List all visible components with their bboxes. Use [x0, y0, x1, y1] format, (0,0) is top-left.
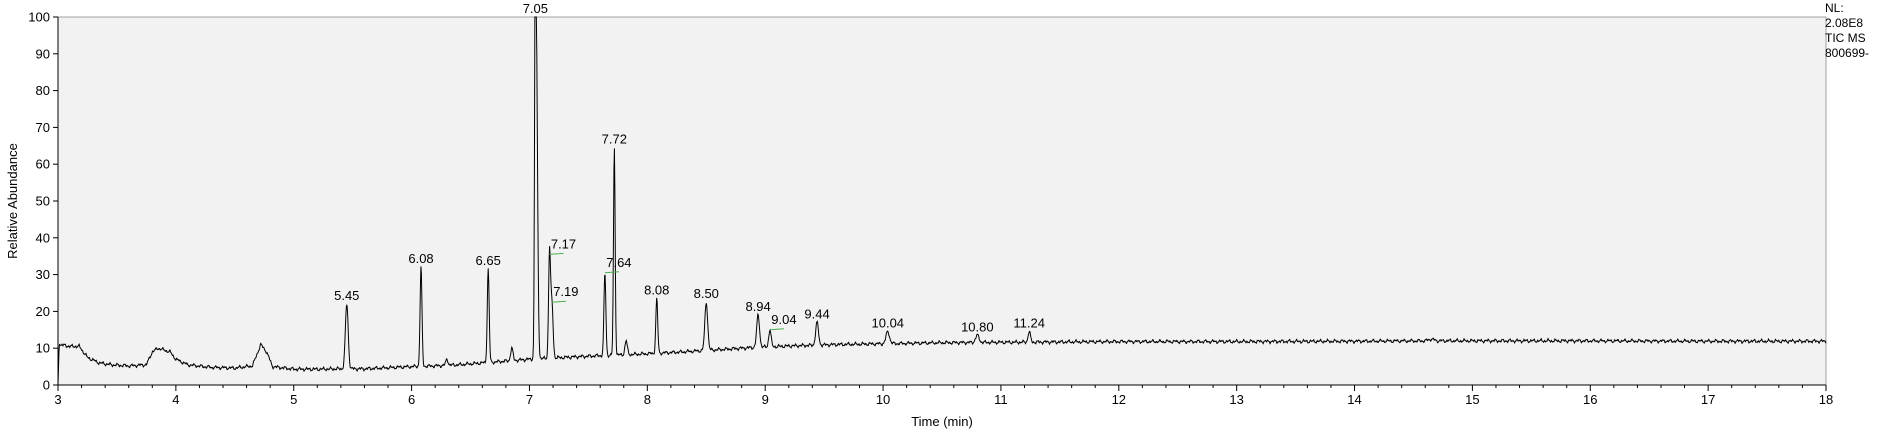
peak-label: 9.44 — [804, 306, 829, 321]
x-tick-label: 11 — [994, 392, 1008, 407]
peak-label: 7.05 — [523, 1, 548, 16]
y-tick-label: 30 — [36, 267, 50, 282]
peak-leader-line — [769, 328, 784, 331]
x-tick-label: 12 — [1112, 392, 1126, 407]
peak-label: 8.08 — [644, 283, 669, 298]
x-tick-label: 8 — [644, 392, 651, 407]
peak-label: 8.50 — [694, 286, 719, 301]
y-tick-label: 80 — [36, 83, 50, 98]
peak-label: 10.04 — [872, 316, 905, 331]
peak-label: 7.19 — [553, 284, 578, 299]
y-tick-label: 60 — [36, 157, 50, 172]
y-tick-label: 10 — [36, 341, 50, 356]
x-tick-label: 3 — [54, 392, 61, 407]
peak-leader-line — [551, 300, 566, 303]
x-tick-label: 14 — [1347, 392, 1361, 407]
y-tick-label: 100 — [28, 10, 50, 25]
x-tick-label: 16 — [1583, 392, 1597, 407]
peak-label: 10.80 — [961, 319, 994, 334]
x-tick-label: 6 — [408, 392, 415, 407]
y-axis: 0 10 20 30 40 50 60 70 80 90 100 — [28, 10, 59, 393]
y-tick-label: 50 — [36, 194, 50, 209]
y-tick-label: 0 — [43, 378, 50, 393]
x-tick-label: 17 — [1701, 392, 1715, 407]
y-tick-label: 20 — [36, 304, 50, 319]
y-tick-label: 40 — [36, 230, 50, 245]
info-line-file: 800699- — [1825, 46, 1869, 60]
y-tick-label: 90 — [36, 46, 50, 61]
tic-trace-line — [57, 16, 1827, 386]
x-tick-label: 15 — [1465, 392, 1479, 407]
x-axis-title: Time (min) — [911, 414, 973, 429]
x-tick-label: 7 — [526, 392, 533, 407]
y-axis-title: Relative Abundance — [5, 143, 20, 259]
x-tick-label: 5 — [290, 392, 297, 407]
peak-label: 8.94 — [745, 299, 770, 314]
peak-label: 11.24 — [1013, 316, 1045, 331]
x-tick-label: 4 — [172, 392, 179, 407]
info-line-nl: NL: — [1825, 1, 1844, 15]
info-line-filter: TIC MS — [1825, 31, 1866, 45]
peak-label: 6.08 — [408, 251, 433, 266]
peak-label: 7.72 — [602, 132, 627, 147]
x-tick-label: 9 — [762, 392, 769, 407]
x-tick-label: 18 — [1819, 392, 1833, 407]
peak-label: 7.17 — [551, 236, 576, 251]
x-axis: 3 4 5 6 7 8 9 10 11 12 13 14 15 16 17 18 — [54, 384, 1833, 407]
peak-label: 6.65 — [476, 253, 501, 268]
peak-labels: 5.45 6.08 6.65 7.05 7.17 7.19 7.64 7.72 8.08 8.50… — [334, 1, 1045, 334]
peak-label: 5.45 — [334, 288, 359, 303]
peak-leader-line — [604, 271, 619, 274]
info-line-scale: 2.08E8 — [1825, 16, 1863, 30]
y-tick-label: 70 — [36, 120, 50, 135]
info-block: NL: 2.08E8 TIC MS 800699- — [1825, 1, 1869, 60]
x-tick-label: 13 — [1229, 392, 1243, 407]
peak-label: 9.04 — [771, 312, 796, 327]
x-tick-label: 10 — [876, 392, 890, 407]
plot-area — [57, 16, 1827, 386]
peak-leader-line — [549, 252, 564, 255]
peak-label: 7.64 — [606, 255, 631, 270]
